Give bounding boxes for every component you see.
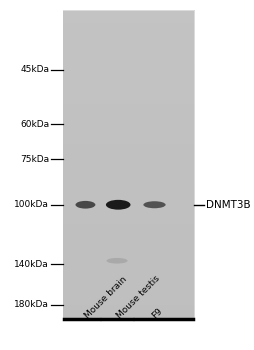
- Text: 75kDa: 75kDa: [20, 155, 49, 164]
- Ellipse shape: [143, 201, 165, 208]
- Text: 140kDa: 140kDa: [14, 260, 49, 269]
- Ellipse shape: [105, 200, 130, 210]
- Ellipse shape: [106, 258, 127, 264]
- Text: 100kDa: 100kDa: [14, 200, 49, 209]
- Text: Mouse testis: Mouse testis: [115, 274, 161, 320]
- Text: DNMT3B: DNMT3B: [205, 200, 250, 210]
- Text: F9: F9: [150, 306, 164, 320]
- Text: 180kDa: 180kDa: [14, 300, 49, 309]
- FancyBboxPatch shape: [63, 10, 194, 318]
- Text: 60kDa: 60kDa: [20, 120, 49, 129]
- Ellipse shape: [75, 201, 95, 209]
- Text: 45kDa: 45kDa: [20, 65, 49, 75]
- Text: Mouse brain: Mouse brain: [82, 275, 128, 320]
